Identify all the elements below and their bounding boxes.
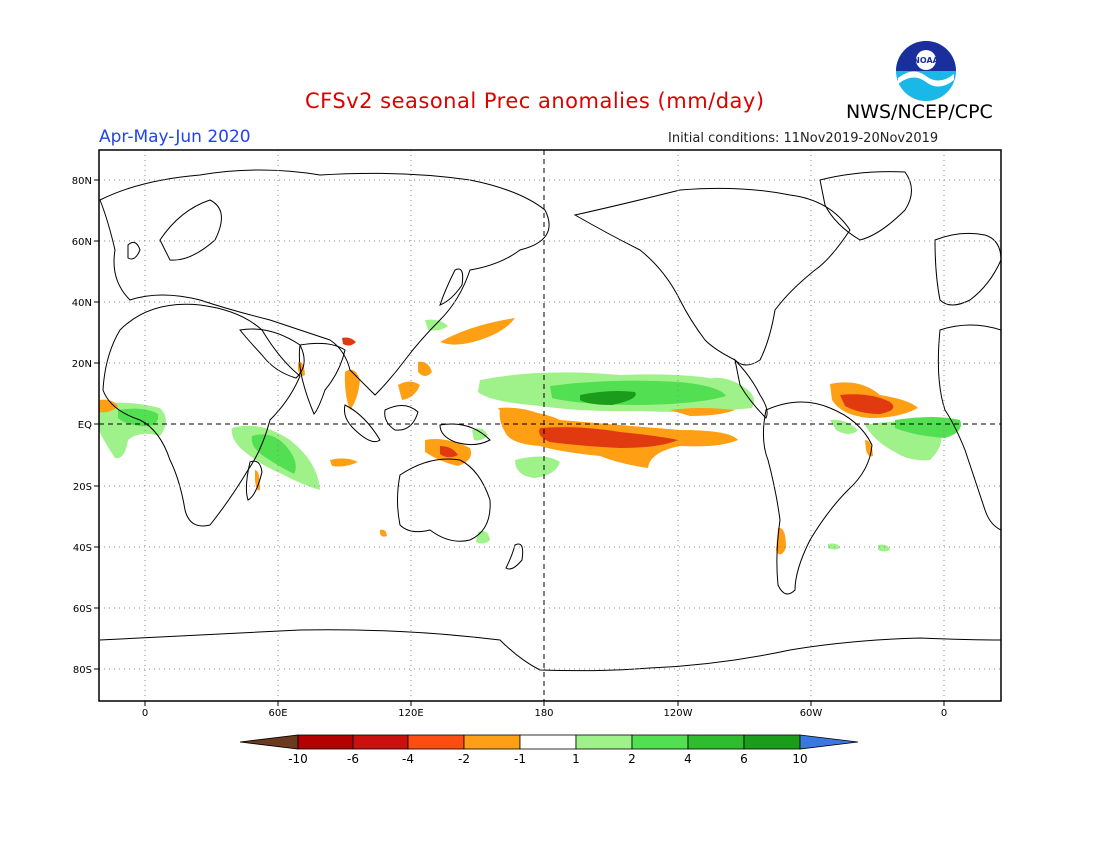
- coastlines: [99, 169, 1001, 672]
- lon-label-0-east: 0: [941, 708, 947, 719]
- wet-patch-gulf-of-guinea: [118, 408, 159, 427]
- coastline-africa: [102, 303, 301, 527]
- colorbar-left-arrow: [239, 734, 299, 750]
- lat-label-40n: 40N: [72, 298, 92, 309]
- lon-label-120w: 120W: [664, 708, 693, 719]
- coastline-arabia: [239, 328, 305, 379]
- lat-label-60s: 60S: [73, 604, 92, 615]
- colorbar-box-7: [631, 734, 689, 750]
- coastline-north-america: [573, 187, 851, 366]
- wet-patch-south-atlantic-core: [895, 417, 961, 438]
- wet-patch-west-pacific: [425, 319, 448, 331]
- coastline-new-zealand: [505, 543, 524, 570]
- dry-patch-indonesia-core: [440, 446, 458, 458]
- lon-ticks: [144, 701, 945, 706]
- noaa-logo: NOAA: [896, 41, 956, 101]
- colorbar-label-n2: -2: [458, 752, 470, 766]
- dry-patch-equatorial-west: [498, 407, 540, 419]
- coastline-new-guinea: [439, 423, 491, 446]
- coastline-eurasia: [99, 169, 550, 396]
- lon-label-60e: 60E: [268, 708, 287, 719]
- lat-label-20n: 20N: [72, 359, 92, 370]
- lat-label-80s: 80S: [73, 665, 92, 676]
- lat-label-20s: 20S: [73, 482, 92, 493]
- lon-label-0: 0: [142, 708, 148, 719]
- lat-label-60n: 60N: [72, 237, 92, 248]
- colorbar-label-1: 1: [572, 752, 580, 766]
- dry-patch-equatorial-pacific-core: [539, 427, 678, 448]
- dry-patch-south-indian: [330, 458, 358, 467]
- colorbar-box-9: [743, 734, 801, 750]
- colorbar-box-4: [463, 734, 521, 750]
- map-frame: [98, 149, 1002, 702]
- colorbar-label-n4: -4: [402, 752, 414, 766]
- noaa-logo-text: NOAA: [913, 56, 939, 65]
- coastline-australia: [397, 458, 491, 542]
- wet-patch-caribbean: [712, 377, 748, 396]
- colorbar-label-4: 4: [684, 752, 692, 766]
- colorbar-box-3: [407, 734, 465, 750]
- lon-label-120e: 120E: [398, 708, 423, 719]
- lat-label-eq: EQ: [78, 420, 92, 431]
- colorbar-label-n1: -1: [514, 752, 526, 766]
- coastline-africa-east-repeat: [937, 324, 1001, 531]
- wet-anomaly-regions: [99, 319, 961, 552]
- map-title: CFSv2 seasonal Prec anomalies (mm/day): [305, 89, 765, 113]
- coastline-japan: [439, 268, 464, 306]
- colorbar: -10 -6 -4 -2 -1 1 2 4 6 10: [239, 734, 859, 766]
- colorbar-right-arrow: [799, 734, 859, 750]
- lat-label-40s: 40S: [73, 543, 92, 554]
- dry-patch-bay-of-bengal: [344, 369, 360, 410]
- colorbar-box-6: [575, 734, 633, 750]
- dry-patch-west-africa-coast: [99, 399, 118, 413]
- dry-patch-philippines: [418, 361, 432, 376]
- colorbar-box-1: [297, 734, 354, 750]
- wet-patch-indian-ocean-core: [251, 434, 296, 474]
- wet-patch-amazon: [830, 419, 858, 434]
- wet-patch-south-pacific: [515, 456, 560, 478]
- season-label: Apr-May-Jun 2020: [99, 127, 251, 147]
- colorbar-box-8: [687, 734, 745, 750]
- wet-patch-maritime: [472, 428, 488, 441]
- colorbar-box-5: [519, 734, 577, 750]
- coastline-uk: [127, 241, 141, 260]
- dry-patch-madagascar-east: [255, 470, 260, 491]
- colorbar-box-2: [352, 734, 409, 750]
- lat-labels: 80N 60N 40N 20N EQ 20S 40S 60S 80S: [72, 176, 92, 676]
- dry-patch-central-pacific-north: [670, 408, 735, 416]
- lon-label-60w: 60W: [800, 708, 823, 719]
- dry-patch-png: [380, 529, 387, 537]
- agency-label: NWS/NCEP/CPC: [846, 101, 993, 123]
- colorbar-label-10: 10: [792, 752, 807, 766]
- wet-patch-central-pacific-peak: [580, 391, 636, 405]
- dry-patch-south-china-sea: [398, 381, 420, 400]
- lat-ticks: [94, 179, 99, 670]
- graticule: [99, 150, 1001, 701]
- coastline-scandinavia: [159, 199, 222, 261]
- wet-patch-tasman: [476, 531, 490, 544]
- colorbar-label-n6: -6: [347, 752, 359, 766]
- coastline-south-america: [762, 401, 873, 595]
- colorbar-label-2: 2: [628, 752, 636, 766]
- lat-label-80n: 80N: [72, 176, 92, 187]
- lon-label-180: 180: [534, 708, 553, 719]
- wet-patch-south-atlantic-3: [878, 544, 890, 552]
- anomaly-shading: [99, 318, 961, 555]
- coastline-india: [298, 342, 346, 415]
- coastline-greenland: [819, 171, 912, 241]
- dry-patch-tropical-atlantic-core: [840, 394, 894, 414]
- colorbar-label-n10: -10: [288, 752, 308, 766]
- coastline-sumatra: [344, 404, 381, 443]
- coastline-europe-west: [934, 232, 1001, 306]
- coastline-borneo: [384, 405, 419, 431]
- coastline-antarctica: [99, 629, 1001, 672]
- dry-patch-northwest-pacific: [440, 318, 515, 345]
- coastline-madagascar: [245, 460, 263, 501]
- lon-labels: 0 60E 120E 180 120W 60W 0: [142, 708, 947, 719]
- dry-anomaly-regions: [99, 318, 918, 555]
- dry-patch-himalaya: [342, 337, 356, 346]
- initial-conditions-label: Initial conditions: 11Nov2019-20Nov2019: [668, 131, 939, 146]
- colorbar-label-6: 6: [740, 752, 748, 766]
